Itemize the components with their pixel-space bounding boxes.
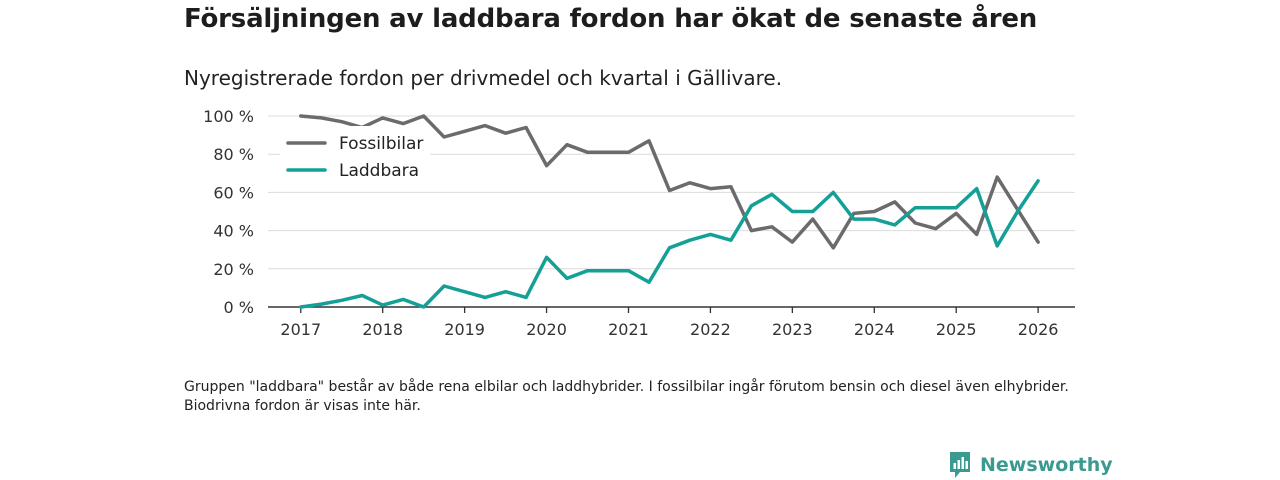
x-tick-label: 2019: [444, 320, 485, 339]
x-tick-label: 2023: [772, 320, 813, 339]
x-tick-label: 2018: [362, 320, 403, 339]
x-tick-label: 2024: [854, 320, 895, 339]
brand-name: Newsworthy: [980, 454, 1113, 476]
y-tick-label: 20 %: [213, 260, 254, 279]
legend-label-fossilbilar: Fossilbilar: [339, 134, 423, 154]
y-tick-label: 40 %: [213, 222, 254, 241]
x-tick-label: 2020: [526, 320, 567, 339]
newsworthy-logo-icon: [950, 452, 970, 478]
x-tick-label: 2022: [690, 320, 731, 339]
x-tick-label: 2021: [608, 320, 649, 339]
x-axis: 2017 2018 2019 2020 2021 2022 2023 2024 2025 2026: [268, 306, 1075, 339]
chart-subtitle: Nyregistrerade fordon per drivmedel och …: [184, 66, 783, 90]
x-tick-label: 2026: [1018, 320, 1059, 339]
series-lines: [299, 114, 1040, 309]
y-tick-label: 0 %: [224, 298, 254, 317]
legend: Fossilbilar Laddbara: [280, 126, 430, 186]
x-tick-label: 2017: [280, 320, 321, 339]
chart-title: Försäljningen av laddbara fordon har öka…: [184, 4, 1038, 34]
legend-label-laddbara: Laddbara: [339, 161, 419, 181]
series-line-fossilbilar: [299, 114, 1040, 250]
brand-logo[interactable]: Newsworthy: [948, 450, 1113, 480]
y-tick-label: 80 %: [213, 145, 254, 164]
y-tick-label: 60 %: [213, 183, 254, 202]
x-tick-label: 2025: [936, 320, 977, 339]
y-axis-ticks: 0 % 20 % 40 % 60 % 80 % 100 %: [203, 107, 254, 317]
legend-background: [280, 126, 430, 186]
line-chart: 0 % 20 % 40 % 60 % 80 % 100 % 2017 2018 2019 202…: [203, 107, 1075, 339]
series-line-laddbara: [299, 179, 1040, 309]
footnote: Gruppen "laddbara" består av både rena e…: [184, 379, 1069, 414]
y-tick-label: 100 %: [203, 107, 254, 126]
